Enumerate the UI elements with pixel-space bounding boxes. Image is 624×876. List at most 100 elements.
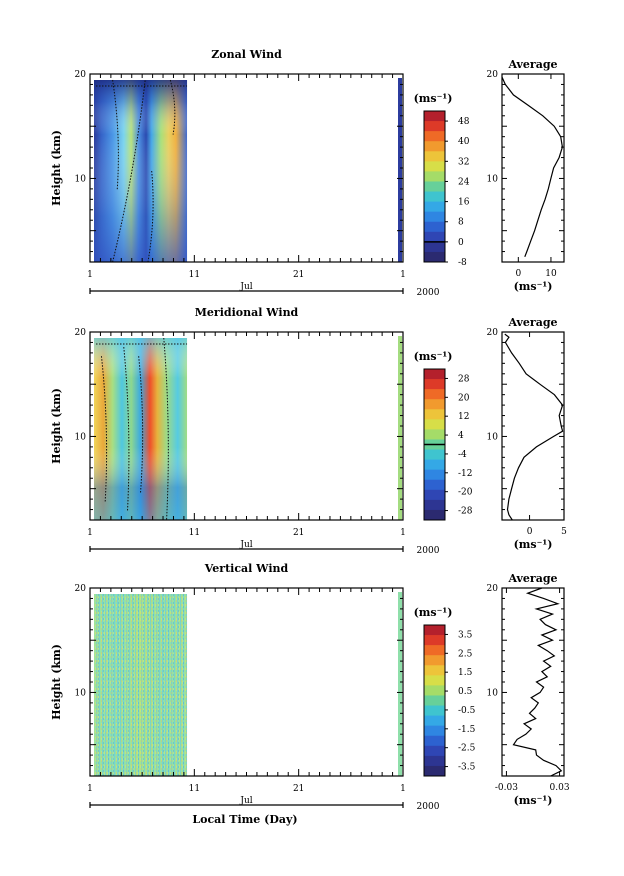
colorbar-label: -4 xyxy=(458,450,467,460)
x-tick-label: 11 xyxy=(189,784,200,794)
profile-y-tick-label: 20 xyxy=(487,584,499,594)
colorbar-label: 12 xyxy=(458,412,469,422)
profile-title: Average xyxy=(507,572,557,585)
colorbar-swatch xyxy=(424,469,445,481)
colorbar-label: 8 xyxy=(458,218,464,228)
colorbar-label: -20 xyxy=(458,488,473,498)
colorbar-label: -28 xyxy=(458,507,473,517)
data-field-shade xyxy=(94,80,188,262)
colorbar-swatch xyxy=(424,171,445,182)
colorbar-label: -3.5 xyxy=(458,763,476,773)
profile-x-tick-label: 0 xyxy=(515,269,521,279)
profile-x-tick-label: 0.03 xyxy=(550,783,570,793)
colorbar-swatch xyxy=(424,161,445,172)
colorbar-swatch xyxy=(424,141,445,152)
profile-x-label: (ms⁻¹) xyxy=(514,280,553,293)
profile-x-tick-label: 0 xyxy=(527,527,533,537)
colorbar-swatch xyxy=(424,399,445,410)
profile-y-tick-label: 10 xyxy=(487,174,499,184)
profile-title: Average xyxy=(507,58,557,71)
colorbar-swatch xyxy=(424,131,445,142)
profile-x-tick-label: -0.03 xyxy=(495,783,518,793)
colorbar-label: 0.5 xyxy=(458,687,473,697)
y-tick-label: 20 xyxy=(75,328,87,338)
colorbar-swatch xyxy=(424,765,445,777)
month-label: Jul xyxy=(239,796,252,806)
colorbar-swatch xyxy=(424,715,445,727)
colorbar-swatch xyxy=(424,111,445,122)
x-tick-label: 21 xyxy=(293,270,304,280)
x-tick-label: 11 xyxy=(189,528,200,538)
contour xyxy=(112,79,146,263)
colorbar-swatch xyxy=(424,191,445,203)
colorbar-swatch xyxy=(424,705,445,717)
colorbar-label: 24 xyxy=(458,177,470,187)
data-field-shade xyxy=(94,338,188,520)
colorbar-swatch xyxy=(424,201,445,213)
profile-x-tick-label: 10 xyxy=(545,269,557,279)
colorbar-swatch xyxy=(424,121,445,132)
colorbar-swatch xyxy=(424,695,445,707)
x-tick-label: 1 xyxy=(87,784,93,794)
colorbar-label: 0 xyxy=(458,238,464,248)
y-tick-label: 10 xyxy=(75,688,87,698)
contour xyxy=(138,356,144,493)
colorbar-swatch xyxy=(424,221,445,233)
y-tick-label: 20 xyxy=(75,584,87,594)
profile-y-tick-label: 10 xyxy=(487,688,499,698)
colorbar-label: 40 xyxy=(458,137,470,147)
colorbar-swatch xyxy=(424,459,445,471)
panel-title: Vertical Wind xyxy=(204,562,289,575)
year-label: 2000 xyxy=(417,288,440,298)
colorbar-swatch xyxy=(424,479,445,491)
colorbar-frame xyxy=(423,624,446,777)
colorbar-frame xyxy=(423,110,446,263)
colorbar-swatch xyxy=(424,409,445,420)
colorbar-label: -1.5 xyxy=(458,725,476,735)
colorbar-label: -0.5 xyxy=(458,706,476,716)
profile-x-label: (ms⁻¹) xyxy=(514,794,553,807)
colorbar-swatch xyxy=(424,211,445,223)
panel-title: Meridional Wind xyxy=(195,306,299,319)
x-tick-label: 1 xyxy=(400,784,406,794)
profile-y-tick-label: 10 xyxy=(487,432,499,442)
contour xyxy=(169,79,176,135)
colorbar-label: 20 xyxy=(458,393,470,403)
colorbar-label: 32 xyxy=(458,157,469,167)
profile-x-tick-label: 5 xyxy=(561,527,567,537)
colorbar-swatch xyxy=(424,389,445,400)
colorbar-swatch xyxy=(424,449,445,461)
y-tick-label: 10 xyxy=(75,432,87,442)
profile-y-tick-label: 20 xyxy=(487,328,499,338)
profile-x-label: (ms⁻¹) xyxy=(514,538,553,551)
colorbar-swatch xyxy=(424,725,445,737)
year-label: 2000 xyxy=(417,546,440,556)
year-label: 2000 xyxy=(417,802,440,812)
colorbar-swatch xyxy=(424,665,445,676)
x-tick-label: 21 xyxy=(293,784,304,794)
profile-line xyxy=(512,587,563,777)
contour xyxy=(123,347,130,511)
colorbar-swatch xyxy=(424,251,445,263)
data-sliver xyxy=(398,592,402,776)
x-tick-label: 1 xyxy=(400,270,406,280)
y-axis-label: Height (km) xyxy=(50,388,63,464)
y-tick-label: 10 xyxy=(75,174,87,184)
colorbar-unit: (ms⁻¹) xyxy=(414,350,453,363)
colorbar-swatch xyxy=(424,625,445,636)
y-axis-label: Height (km) xyxy=(50,644,63,720)
y-tick-label: 20 xyxy=(75,70,87,80)
colorbar-swatch xyxy=(424,369,445,380)
colorbar-swatch xyxy=(424,429,445,440)
colorbar-swatch xyxy=(424,181,445,193)
month-label: Jul xyxy=(239,282,252,292)
profile-title: Average xyxy=(507,316,557,329)
colorbar-swatch xyxy=(424,685,445,696)
x-axis-label: Local Time (Day) xyxy=(192,813,297,826)
colorbar-swatch xyxy=(424,419,445,430)
profile-frame xyxy=(501,587,565,777)
